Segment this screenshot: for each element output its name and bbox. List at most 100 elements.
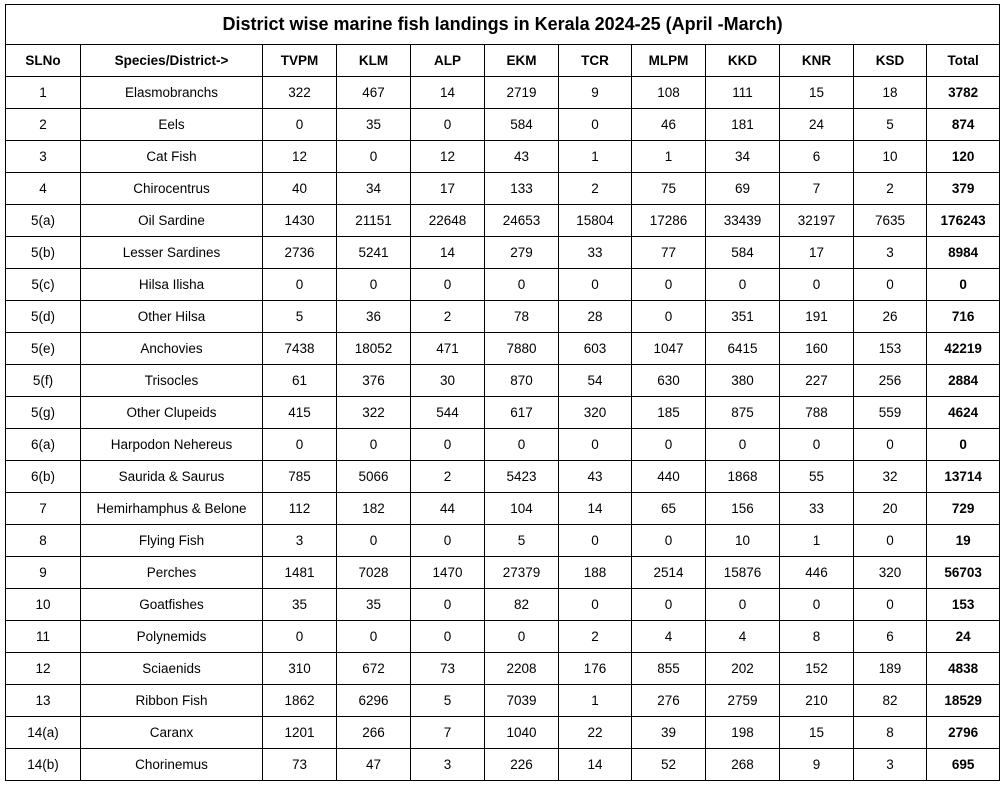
value-cell: 21151 bbox=[336, 204, 411, 237]
value-cell: 7438 bbox=[262, 332, 337, 365]
data-row: 9 Perches 1481 7028 1470 27379 188 2514 15876 446… bbox=[5, 556, 1001, 589]
value-cell: 0 bbox=[410, 428, 485, 461]
serial-cell: 5(g) bbox=[5, 396, 81, 429]
value-cell: 0 bbox=[631, 524, 706, 557]
species-cell: Anchovies bbox=[80, 332, 263, 365]
value-cell: 415 bbox=[262, 396, 337, 429]
species-cell: Hemirhamphus & Belone bbox=[80, 492, 263, 525]
value-cell: 0 bbox=[336, 140, 411, 173]
column-header: TCR bbox=[558, 44, 632, 77]
value-cell: 0 bbox=[336, 524, 411, 557]
value-cell: 55 bbox=[779, 460, 854, 493]
landings-table: District wise marine fish landings in Ke… bbox=[4, 4, 1001, 781]
total-cell: 695 bbox=[925, 748, 1001, 781]
title-row: District wise marine fish landings in Ke… bbox=[4, 4, 1001, 45]
value-cell: 0 bbox=[336, 428, 411, 461]
data-row: 5(b) Lesser Sardines 2736 5241 14 279 33 77 584 1… bbox=[5, 236, 1001, 269]
value-cell: 870 bbox=[484, 364, 559, 397]
value-cell: 73 bbox=[262, 748, 337, 781]
value-cell: 266 bbox=[336, 716, 411, 749]
serial-cell: 6(a) bbox=[5, 428, 81, 461]
value-cell: 15 bbox=[779, 76, 854, 109]
value-cell: 39 bbox=[631, 716, 706, 749]
value-cell: 35 bbox=[262, 588, 337, 621]
value-cell: 32 bbox=[853, 460, 927, 493]
value-cell: 471 bbox=[410, 332, 485, 365]
value-cell: 40 bbox=[262, 172, 337, 205]
header-row: SLNo Species/District-> TVPM KLM ALP EKM TCR ML… bbox=[5, 44, 1001, 77]
value-cell: 82 bbox=[484, 588, 559, 621]
value-cell: 0 bbox=[631, 428, 706, 461]
total-cell: 120 bbox=[925, 140, 1001, 173]
value-cell: 198 bbox=[705, 716, 780, 749]
value-cell: 617 bbox=[484, 396, 559, 429]
value-cell: 14 bbox=[410, 76, 485, 109]
value-cell: 7880 bbox=[484, 332, 559, 365]
data-row: 5(a) Oil Sardine 1430 21151 22648 24653 15804 1… bbox=[5, 204, 1001, 237]
data-row: 5(f) Trisocles 61 376 30 870 54 630 380 227 256 288… bbox=[5, 364, 1001, 397]
value-cell: 15804 bbox=[558, 204, 632, 237]
value-cell: 7039 bbox=[484, 684, 559, 717]
value-cell: 78 bbox=[484, 300, 559, 333]
value-cell: 4 bbox=[631, 620, 706, 653]
total-cell: 379 bbox=[925, 172, 1001, 205]
total-cell: 42219 bbox=[925, 332, 1001, 365]
value-cell: 6296 bbox=[336, 684, 411, 717]
data-row: 6(a) Harpodon Nehereus 0 0 0 0 0 0 0 0 0 0 bbox=[5, 428, 1001, 461]
data-row: 7 Hemirhamphus & Belone 112 182 44 104 14 65 156… bbox=[5, 492, 1001, 525]
value-cell: 182 bbox=[336, 492, 411, 525]
value-cell: 28 bbox=[558, 300, 632, 333]
value-cell: 104 bbox=[484, 492, 559, 525]
value-cell: 0 bbox=[410, 108, 485, 141]
value-cell: 0 bbox=[779, 268, 854, 301]
column-header: EKM bbox=[484, 44, 559, 77]
value-cell: 33 bbox=[779, 492, 854, 525]
value-cell: 3 bbox=[262, 524, 337, 557]
species-cell: Other Clupeids bbox=[80, 396, 263, 429]
value-cell: 2208 bbox=[484, 652, 559, 685]
serial-cell: 11 bbox=[5, 620, 81, 653]
value-cell: 630 bbox=[631, 364, 706, 397]
value-cell: 75 bbox=[631, 172, 706, 205]
value-cell: 27379 bbox=[484, 556, 559, 589]
serial-cell: 5(e) bbox=[5, 332, 81, 365]
serial-cell: 2 bbox=[5, 108, 81, 141]
table-head: District wise marine fish landings in Ke… bbox=[4, 4, 1001, 77]
value-cell: 9 bbox=[779, 748, 854, 781]
value-cell: 376 bbox=[336, 364, 411, 397]
column-header: KLM bbox=[336, 44, 411, 77]
value-cell: 0 bbox=[336, 620, 411, 653]
value-cell: 61 bbox=[262, 364, 337, 397]
column-header: MLPM bbox=[631, 44, 706, 77]
column-header: Total bbox=[925, 44, 1001, 77]
value-cell: 189 bbox=[853, 652, 927, 685]
value-cell: 0 bbox=[779, 588, 854, 621]
column-header: SLNo bbox=[5, 44, 81, 77]
value-cell: 584 bbox=[484, 108, 559, 141]
value-cell: 191 bbox=[779, 300, 854, 333]
value-cell: 188 bbox=[558, 556, 632, 589]
data-row: 2 Eels 0 35 0 584 0 46 181 24 5 874 bbox=[5, 108, 1001, 141]
value-cell: 160 bbox=[779, 332, 854, 365]
value-cell: 5 bbox=[410, 684, 485, 717]
value-cell: 15876 bbox=[705, 556, 780, 589]
column-header: Species/District-> bbox=[80, 44, 263, 77]
value-cell: 3 bbox=[853, 748, 927, 781]
value-cell: 24 bbox=[779, 108, 854, 141]
value-cell: 12 bbox=[262, 140, 337, 173]
data-row: 14(b) Chorinemus 73 47 3 226 14 52 268 9 3 695 bbox=[5, 748, 1001, 781]
serial-cell: 6(b) bbox=[5, 460, 81, 493]
value-cell: 0 bbox=[262, 428, 337, 461]
value-cell: 1 bbox=[558, 140, 632, 173]
value-cell: 77 bbox=[631, 236, 706, 269]
value-cell: 672 bbox=[336, 652, 411, 685]
species-cell: Flying Fish bbox=[80, 524, 263, 557]
value-cell: 0 bbox=[631, 588, 706, 621]
total-cell: 716 bbox=[925, 300, 1001, 333]
value-cell: 181 bbox=[705, 108, 780, 141]
value-cell: 36 bbox=[336, 300, 411, 333]
value-cell: 320 bbox=[853, 556, 927, 589]
value-cell: 202 bbox=[705, 652, 780, 685]
value-cell: 10 bbox=[705, 524, 780, 557]
